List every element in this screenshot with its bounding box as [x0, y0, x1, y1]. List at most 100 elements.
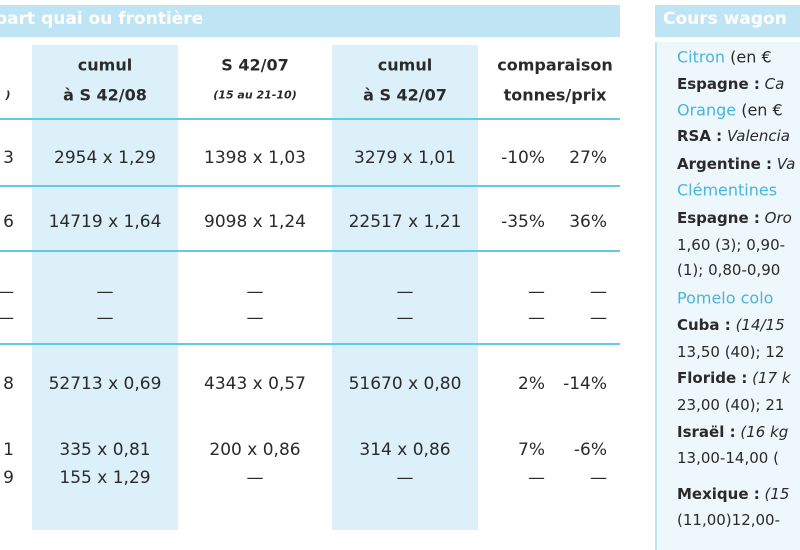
price-line: 1,60 (3); 0,90- — [677, 236, 785, 254]
section-name: Pomelo colo — [677, 288, 774, 308]
line-text: (1); 0,80-0,90 — [677, 261, 781, 279]
table-cell: 1 — [3, 440, 14, 460]
column-header: cumul — [377, 55, 433, 75]
section-name: Orange — [677, 100, 737, 120]
line-text: (14/15 — [735, 316, 785, 334]
shaded-column — [32, 45, 178, 530]
line-label: RSA : — [677, 127, 723, 145]
section-title: Orange (en € — [677, 101, 783, 120]
shaded-column — [332, 45, 478, 530]
table-cell: 6 — [3, 212, 14, 232]
section-unit: (en € — [741, 100, 783, 120]
line-text: (17 k — [752, 369, 791, 387]
table-cell: 7% — [518, 440, 545, 460]
row-rule — [0, 185, 620, 187]
section-title: Clémentines — [677, 181, 777, 200]
line-text: Valencia — [726, 127, 790, 145]
table-cell: -14% — [563, 374, 607, 394]
table-cell: 4343 x 0,57 — [204, 374, 306, 394]
line-label: Mexique : — [677, 485, 760, 503]
table-cell: 3 — [3, 148, 14, 168]
table-cell: 2954 x 1,29 — [54, 148, 156, 168]
price-line: Cuba : (14/15 — [677, 316, 785, 334]
table-cell: 14719 x 1,64 — [48, 212, 162, 232]
table-cell: -35% — [501, 212, 545, 232]
line-text: 13,00-14,00 ( — [677, 449, 779, 467]
line-label: Espagne : — [677, 75, 760, 93]
line-text: (11,00)12,00- — [677, 511, 781, 529]
row-rule — [0, 250, 620, 252]
line-text: 1,60 (3); 0,90- — [677, 236, 786, 254]
table-cell: 51670 x 0,80 — [348, 374, 462, 394]
table-cell: 335 x 0,81 — [59, 440, 151, 460]
table-cell: 155 x 1,29 — [59, 468, 151, 488]
left-title: part quai ou frontière — [0, 9, 204, 29]
section-title: Citron (en € — [677, 48, 772, 67]
line-label: Israël : — [677, 423, 736, 441]
table-cell: — — [246, 282, 264, 302]
table-cell: — — [396, 308, 414, 328]
table-cell: — — [396, 282, 414, 302]
line-text: 13,50 (40); 12 — [677, 343, 785, 361]
table-cell: 3279 x 1,01 — [354, 148, 456, 168]
row-rule — [0, 343, 620, 345]
column-header: à S 42/07 — [363, 85, 447, 105]
left-header-bar — [0, 5, 620, 37]
price-line: (11,00)12,00- — [677, 511, 780, 529]
column-header: comparaison — [497, 55, 613, 75]
section-unit: (en € — [730, 47, 772, 67]
table-cell: 200 x 0,86 — [209, 440, 301, 460]
price-line: Espagne : Oro — [677, 209, 792, 227]
table-cell: — — [396, 468, 414, 488]
line-label: Argentine : — [677, 155, 772, 173]
price-line: Mexique : (15 — [677, 485, 789, 503]
right-header-bar — [655, 5, 800, 37]
line-label: Cuba : — [677, 316, 731, 334]
price-line: (1); 0,80-0,90 — [677, 261, 780, 279]
price-line: Floride : (17 k — [677, 369, 791, 387]
table-cell: 8 — [3, 374, 14, 394]
line-text: 23,00 (40); 21 — [677, 396, 785, 414]
table-cell: 314 x 0,86 — [359, 440, 451, 460]
table-cell: 1398 x 1,03 — [204, 148, 306, 168]
column-header: tonnes/prix — [503, 85, 607, 105]
section-title: Pomelo colo — [677, 289, 773, 308]
price-line: Israël : (16 kg — [677, 423, 788, 441]
line-text: Va — [776, 155, 796, 173]
section-name: Clémentines — [677, 180, 778, 200]
row-rule — [0, 118, 620, 120]
table-cell: 9098 x 1,24 — [204, 212, 306, 232]
table-cell: — — [0, 308, 14, 328]
table-cell: 36% — [569, 212, 607, 232]
table-cell: 27% — [569, 148, 607, 168]
table-cell: — — [590, 468, 607, 488]
table-cell: — — [528, 468, 545, 488]
price-line: 23,00 (40); 21 — [677, 396, 784, 414]
table-cell: — — [246, 308, 264, 328]
table-cell: 22517 x 1,21 — [348, 212, 462, 232]
line-label: Floride : — [677, 369, 748, 387]
table-cell: 2% — [518, 374, 545, 394]
column-header: (15 au 21-10) — [213, 88, 297, 102]
column-header: ) — [5, 88, 11, 102]
table-cell: 52713 x 0,69 — [48, 374, 162, 394]
table-cell: 9 — [3, 468, 14, 488]
price-line: 13,00-14,00 ( — [677, 449, 779, 467]
right-box — [655, 42, 800, 550]
table-cell: -6% — [573, 440, 607, 460]
line-text: Ca — [764, 75, 785, 93]
line-text: (15 — [764, 485, 790, 503]
table-cell: — — [590, 308, 607, 328]
table-cell: — — [0, 282, 14, 302]
table-cell: — — [528, 308, 545, 328]
price-line: Argentine : Va — [677, 155, 795, 173]
section-name: Citron — [677, 47, 726, 67]
price-line: 13,50 (40); 12 — [677, 343, 784, 361]
price-line: Espagne : Ca — [677, 75, 784, 93]
table-cell: -10% — [501, 148, 545, 168]
line-text: Oro — [764, 209, 792, 227]
table-cell: — — [246, 468, 264, 488]
line-text: (16 kg — [740, 423, 789, 441]
column-header: S 42/07 — [221, 55, 289, 75]
